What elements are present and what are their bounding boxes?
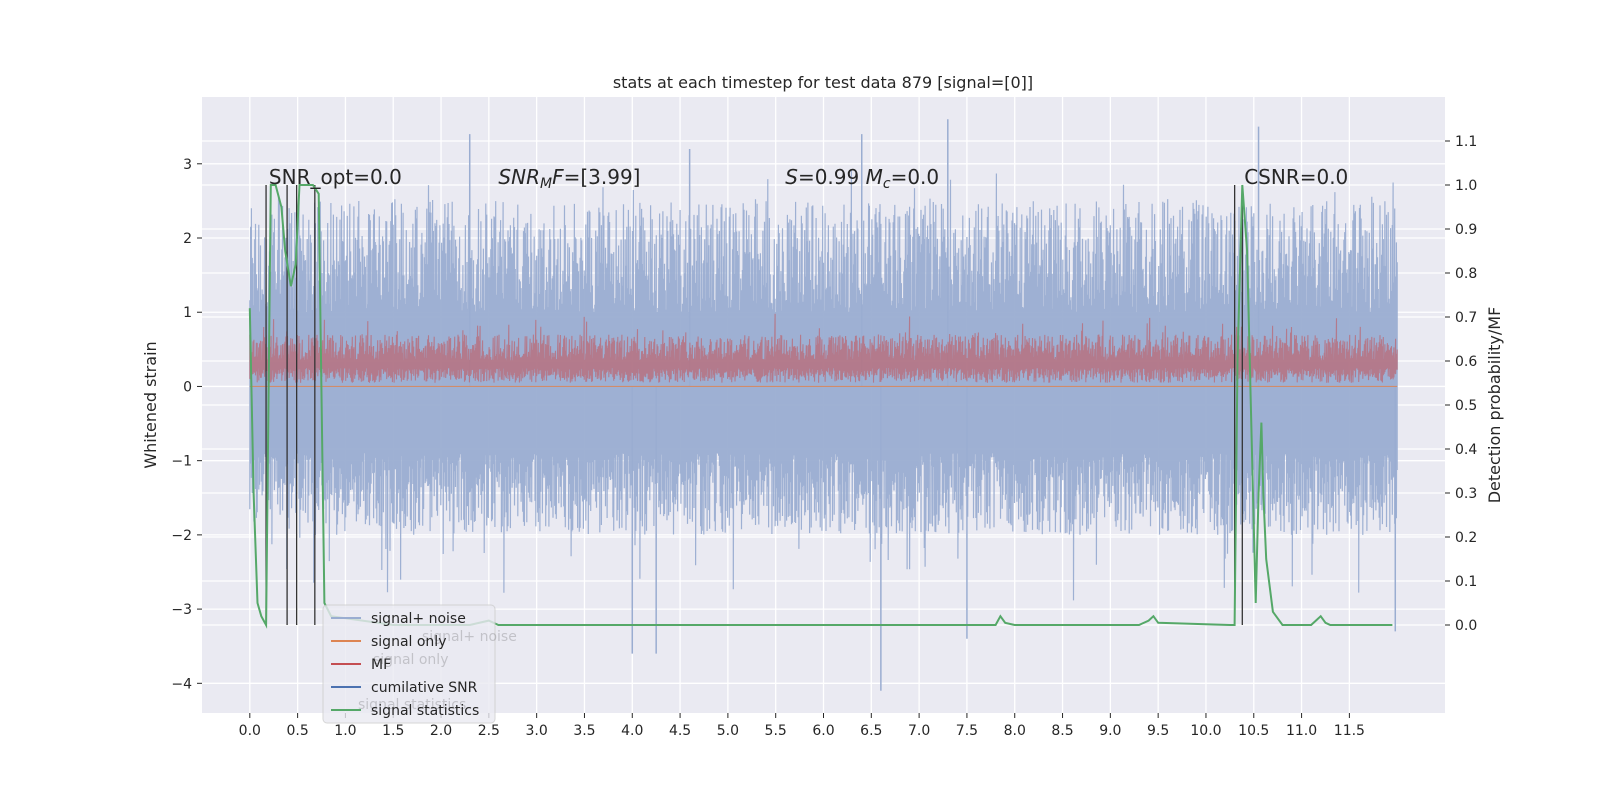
- x-tick-label: 6.0: [812, 723, 834, 739]
- legend-ghost-label: signal statistics: [358, 697, 466, 713]
- legend-ghost-label: signal+ noise: [422, 629, 517, 645]
- y2-tick-label: 0.7: [1455, 310, 1477, 326]
- y2-tick-label: 0.6: [1455, 354, 1477, 370]
- x-tick-label: 0.5: [286, 723, 308, 739]
- series-layer: [249, 119, 1398, 691]
- x-tick-label: 7.0: [908, 723, 930, 739]
- annotation-4: CSNR=0.0: [1244, 165, 1348, 189]
- x-tick-label: 11.5: [1334, 723, 1365, 739]
- y-tick-label: −3: [171, 602, 192, 618]
- y-tick-label: −1: [171, 454, 192, 470]
- y-tick-label: −2: [171, 528, 192, 544]
- annotation-2: SNRMF=[3.99]: [498, 165, 640, 192]
- x-tick-label: 1.0: [334, 723, 356, 739]
- x-tick-label: 3.5: [573, 723, 595, 739]
- y2-axis-label: Detection probability/MF: [1485, 307, 1504, 504]
- y2-tick-label: 0.3: [1455, 486, 1477, 502]
- x-tick-label: 7.5: [956, 723, 978, 739]
- x-tick-label: 5.0: [717, 723, 739, 739]
- x-tick-label: 2.5: [478, 723, 500, 739]
- legend-label: MF: [371, 657, 391, 673]
- x-tick-label: 10.0: [1190, 723, 1221, 739]
- y2-tick-label: 0.0: [1455, 618, 1477, 634]
- y2-tick-label: 0.5: [1455, 398, 1477, 414]
- annotations: SNR_opt=0.0 SNRMF=[3.99] S=0.99 Mc=0.0 CSNR…: [269, 165, 1348, 192]
- y-tick-label: 2: [183, 231, 192, 247]
- y2-tick-label: 0.4: [1455, 442, 1477, 458]
- x-tick-label: 3.0: [526, 723, 548, 739]
- annotation-1: SNR_opt=0.0: [269, 165, 402, 189]
- x-tick-label: 8.0: [1004, 723, 1026, 739]
- chart-title: stats at each timestep for test data 879…: [613, 73, 1033, 92]
- x-tick-label: 5.5: [765, 723, 787, 739]
- annotation-3: S=0.99 Mc=0.0: [785, 165, 939, 192]
- legend-box: [322, 604, 496, 724]
- x-tick-label: 6.5: [860, 723, 882, 739]
- y2-tick-label: 0.1: [1455, 574, 1477, 590]
- y2-tick-label: 0.9: [1455, 222, 1477, 238]
- y2-tick-label: 1.1: [1455, 134, 1477, 150]
- x-tick-label: 2.0: [430, 723, 452, 739]
- x-tick-label: 9.0: [1099, 723, 1121, 739]
- y2-tick-label: 0.2: [1455, 530, 1477, 546]
- x-tick-label: 9.5: [1147, 723, 1169, 739]
- y-tick-label: −4: [171, 676, 192, 692]
- legend-label: signal statistics: [371, 703, 479, 719]
- legend-ghost-label: signal only: [373, 652, 448, 668]
- x-tick-label: 11.0: [1286, 723, 1317, 739]
- y2-tick-label: 1.0: [1455, 178, 1477, 194]
- y-tick-label: 3: [183, 157, 192, 173]
- signal-statistics-layer: [248, 184, 1393, 629]
- x-tick-label: 4.5: [669, 723, 691, 739]
- y-tick-label: 1: [183, 305, 192, 321]
- y-tick-label: 0: [183, 379, 192, 395]
- x-tick-label: 8.5: [1051, 723, 1073, 739]
- legend-label: cumilative SNR: [371, 680, 478, 696]
- ticks: 0.0 0.5 1.0 1.5 2.0 2.5 3.0 3.5 4.0 4.5 5.0 5.5 6.0 6…: [171, 134, 1477, 739]
- x-tick-label: 0.0: [239, 723, 261, 739]
- x-tick-label: 10.5: [1238, 723, 1269, 739]
- mf-series: [249, 313, 1398, 383]
- y-axis-label: Whitened strain: [141, 341, 160, 468]
- legend-label: signal+ noise: [371, 611, 466, 627]
- signal-statistics-series: [248, 184, 1393, 629]
- y2-tick-label: 0.8: [1455, 266, 1477, 282]
- legend-label: signal only: [371, 634, 446, 650]
- x-tick-label: 1.5: [382, 723, 404, 739]
- x-tick-label: 4.0: [621, 723, 643, 739]
